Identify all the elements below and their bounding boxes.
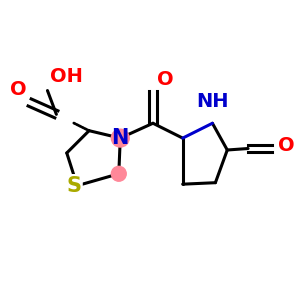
Text: S: S	[66, 176, 81, 196]
Text: N: N	[112, 128, 129, 148]
Text: OH: OH	[50, 67, 83, 86]
Text: O: O	[158, 70, 174, 89]
Circle shape	[111, 166, 126, 181]
Text: O: O	[278, 136, 294, 155]
Text: NH: NH	[196, 92, 229, 111]
Circle shape	[111, 129, 129, 147]
Text: O: O	[10, 80, 27, 100]
